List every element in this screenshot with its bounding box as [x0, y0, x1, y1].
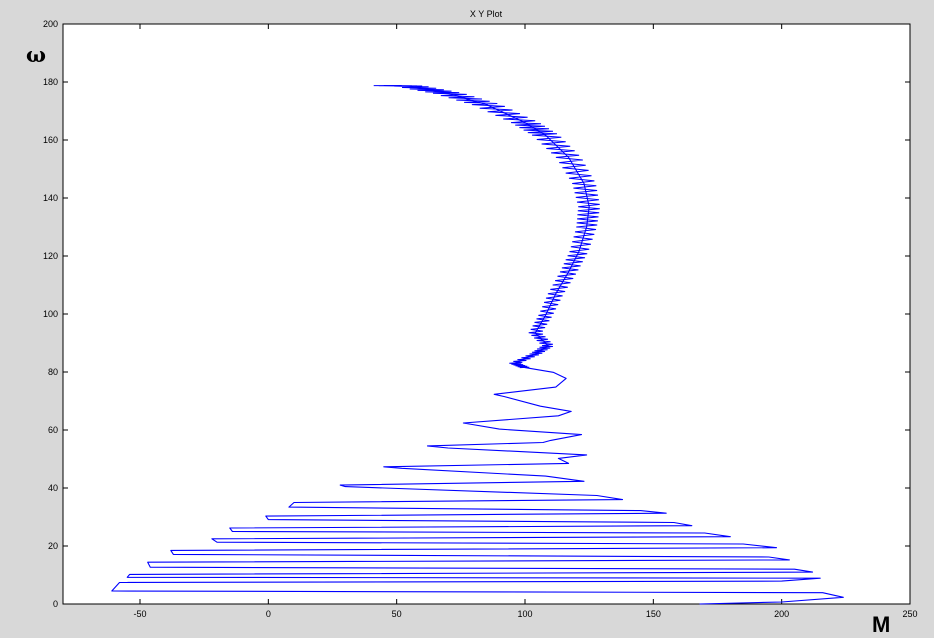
y-tick-label: 200 — [43, 19, 58, 29]
y-tick-label: 160 — [43, 135, 58, 145]
x-tick-label: 150 — [646, 609, 661, 619]
x-tick-label: 0 — [266, 609, 271, 619]
x-tick-label: 250 — [902, 609, 917, 619]
y-tick-label: 0 — [53, 599, 58, 609]
x-tick-label: 50 — [392, 609, 402, 619]
plot-area — [62, 23, 911, 605]
x-tick-label: 200 — [774, 609, 789, 619]
x-tick-label: 100 — [517, 609, 532, 619]
x-axis-label: M — [872, 612, 890, 637]
axis-ticks — [63, 23, 911, 605]
y-tick-label: 140 — [43, 193, 58, 203]
y-tick-label: 60 — [48, 425, 58, 435]
data-series — [111, 84, 844, 605]
y-axis-label: ω — [26, 42, 46, 67]
series-line — [111, 84, 844, 605]
y-tick-label: 40 — [48, 483, 58, 493]
plot-title: X Y Plot — [470, 9, 503, 19]
tick-labels: -50 0 50 100 150 200 250 0 20 40 60 80 100 120 140 160 1… — [43, 19, 918, 619]
x-tick-label: -50 — [133, 609, 146, 619]
y-tick-label: 20 — [48, 541, 58, 551]
y-tick-label: 80 — [48, 367, 58, 377]
y-tick-label: 100 — [43, 309, 58, 319]
y-tick-label: 180 — [43, 77, 58, 87]
y-tick-label: 120 — [43, 251, 58, 261]
series-ripple — [373, 85, 600, 369]
